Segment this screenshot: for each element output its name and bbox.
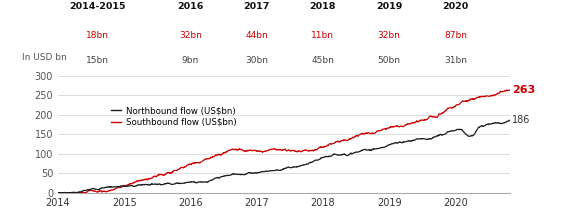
Text: 18bn: 18bn bbox=[86, 31, 109, 40]
Text: 45bn: 45bn bbox=[311, 56, 335, 65]
Text: 44bn: 44bn bbox=[245, 31, 268, 40]
Text: 186: 186 bbox=[512, 115, 531, 125]
Text: 2019: 2019 bbox=[376, 2, 403, 11]
Text: 2014-2015: 2014-2015 bbox=[70, 2, 126, 11]
Text: 2017: 2017 bbox=[244, 2, 270, 11]
Text: 31bn: 31bn bbox=[444, 56, 467, 65]
Text: In USD bn: In USD bn bbox=[22, 53, 67, 62]
Text: 2016: 2016 bbox=[177, 2, 204, 11]
Text: 2018: 2018 bbox=[310, 2, 336, 11]
Text: 9bn: 9bn bbox=[182, 56, 199, 65]
Text: 30bn: 30bn bbox=[245, 56, 268, 65]
Text: 32bn: 32bn bbox=[378, 31, 401, 40]
Text: 15bn: 15bn bbox=[86, 56, 109, 65]
Text: 263: 263 bbox=[512, 85, 536, 95]
Text: 87bn: 87bn bbox=[444, 31, 467, 40]
Legend: Northbound flow (US$bn), Southbound flow (US$bn): Northbound flow (US$bn), Southbound flow… bbox=[107, 103, 240, 130]
Text: 11bn: 11bn bbox=[311, 31, 335, 40]
Text: 50bn: 50bn bbox=[378, 56, 401, 65]
Text: 32bn: 32bn bbox=[179, 31, 202, 40]
Text: 2020: 2020 bbox=[443, 2, 469, 11]
